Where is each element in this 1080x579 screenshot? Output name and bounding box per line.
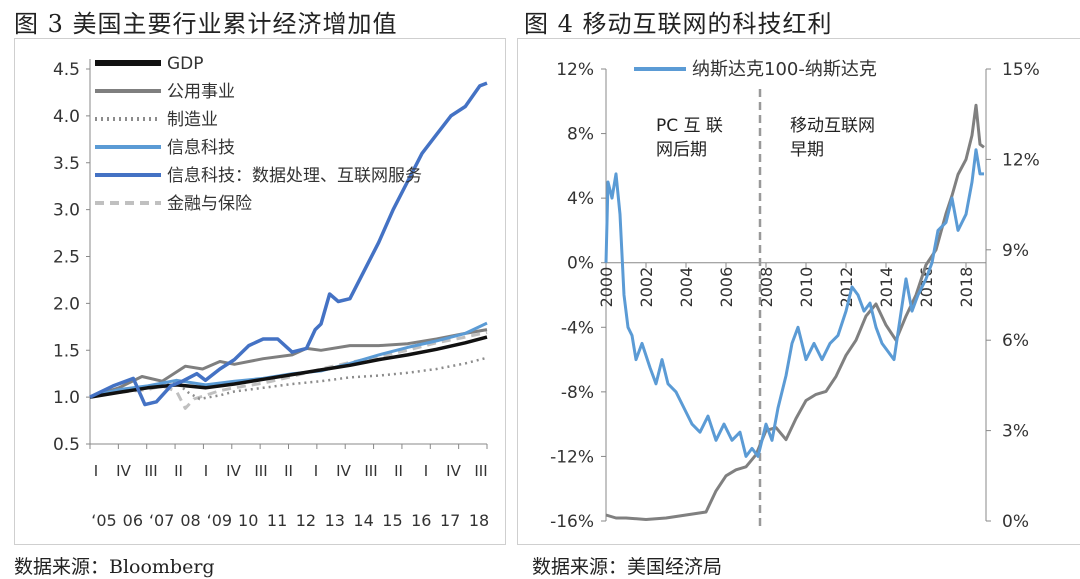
left-tick-label: -4% — [561, 318, 594, 338]
legend-label: 纳斯达克100-纳斯达克 — [692, 59, 877, 80]
x-tick-label: 2006 — [717, 267, 736, 308]
quarter-label: III — [474, 462, 487, 480]
left-tick-label: -16% — [550, 512, 594, 532]
x-tick-label: 2000 — [597, 267, 616, 308]
left-tick-label: 12% — [556, 60, 594, 80]
quarter-label: IV — [446, 462, 461, 480]
annotation: PC 互 联 — [656, 116, 723, 136]
y-tick-label: 0.5 — [53, 435, 80, 455]
quarter-label: I — [94, 462, 98, 480]
quarter-label: IV — [336, 462, 351, 480]
legend-label: 信息科技 — [167, 138, 235, 158]
right-tick-label: 9% — [1002, 241, 1029, 261]
y-tick-label: 2.5 — [53, 248, 80, 268]
chart1-svg: 4.54.03.53.02.52.01.51.00.5I IV III II I IV II… — [53, 54, 489, 530]
year-label: 16 — [411, 511, 431, 530]
right-tick-label: 3% — [1002, 422, 1029, 442]
x-tick-label: 2004 — [677, 267, 696, 308]
right-tick-label: 15% — [1002, 60, 1040, 80]
left-tick-label: -8% — [561, 383, 594, 403]
quarter-label: IV — [226, 462, 241, 480]
quarter-label: II — [284, 462, 293, 480]
left-tick-label: 8% — [567, 125, 594, 145]
chart2-source: 数据来源：美国经济局 — [532, 556, 723, 578]
chart2-title: 图 4 移动互联网的科技红利 — [524, 10, 833, 38]
series-line-1 — [89, 328, 488, 399]
series-line-0 — [89, 335, 488, 399]
x-tick-label: 2008 — [757, 267, 776, 308]
y-tick-label: 4.5 — [53, 60, 80, 80]
y-tick-label: 1.5 — [53, 341, 80, 361]
annotation: 早期 — [790, 140, 824, 160]
legend-label: 公用事业 — [167, 82, 235, 102]
year-label: 18 — [469, 511, 489, 530]
left-tick-label: -12% — [550, 447, 594, 467]
chart1-frame: 4.5 4.0 3.5 3.0 2.5 2.0 1.5 1.0 0.5 I IV III II I IV II… — [14, 38, 506, 545]
left-tick-label: 0% — [567, 254, 594, 274]
annotation: 移动互联网 — [790, 116, 875, 136]
left-tick-label: 4% — [567, 189, 594, 209]
right-tick-label: 6% — [1002, 331, 1029, 351]
quarter-label: I — [314, 462, 318, 480]
legend-label: GDP — [167, 54, 204, 74]
x-tick-label: 2010 — [797, 267, 816, 308]
legend-label: 制造业 — [167, 110, 218, 130]
quarter-label: III — [254, 462, 267, 480]
quarter-label: III — [144, 462, 157, 480]
series-line-2 — [89, 356, 488, 401]
quarter-label: II — [394, 462, 403, 480]
x-tick-label: 2018 — [957, 267, 976, 308]
year-label: ‘07 — [149, 511, 174, 530]
quarter-label: III — [364, 462, 377, 480]
series-line-left — [604, 148, 984, 458]
y-tick-label: 4.0 — [53, 107, 80, 127]
quarter-label: II — [174, 462, 183, 480]
quarter-label: IV — [116, 462, 131, 480]
quarter-label: I — [424, 462, 428, 480]
year-label: 17 — [440, 511, 460, 530]
x-tick-label: 2012 — [837, 267, 856, 308]
year-label: 12 — [296, 511, 316, 530]
year-label: 08 — [180, 511, 200, 530]
y-tick-label: 3.0 — [53, 201, 80, 221]
chart1-title: 图 3 美国主要行业累计经济增加值 — [14, 10, 398, 38]
x-tick-label: 2014 — [877, 267, 896, 308]
x-tick-label: 2002 — [637, 267, 656, 308]
y-tick-label: 1.0 — [53, 388, 80, 408]
y-tick-label: 3.5 — [53, 154, 80, 174]
year-label: 15 — [382, 511, 402, 530]
series-line-right — [605, 103, 985, 521]
chart2-svg: 12%8%4%0%-4%-8%-12%-16%15%12%9%6%3%0%200… — [550, 59, 1040, 532]
year-label: 10 — [238, 511, 258, 530]
y-tick-label: 2.0 — [53, 294, 80, 314]
right-tick-label: 12% — [1002, 150, 1040, 170]
year-label: ‘05 — [91, 511, 116, 530]
year-label: 14 — [353, 511, 373, 530]
chart1-source: 数据来源：Bloomberg — [14, 556, 215, 578]
quarter-label: I — [204, 462, 208, 480]
series-line-4 — [89, 81, 488, 407]
year-label: 06 — [123, 511, 143, 530]
annotation: 网后期 — [656, 140, 707, 160]
legend-label: 信息科技：数据处理、互联网服务 — [167, 166, 422, 186]
chart2-frame: 12% 8% 4% 0% -4% -8% -12% -16% 15% 12% 9% 6% 3% 0% 200… — [517, 38, 1080, 545]
right-tick-label: 0% — [1002, 512, 1029, 532]
year-label: ‘09 — [207, 511, 232, 530]
legend-label: 金融与保险 — [167, 194, 252, 214]
year-label: 11 — [267, 511, 287, 530]
year-label: 13 — [325, 511, 345, 530]
